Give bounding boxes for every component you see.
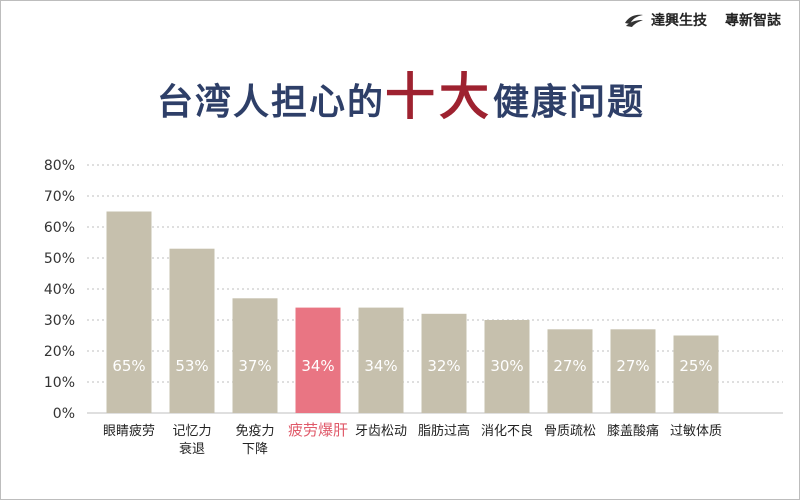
y-tick-label: 30% — [44, 313, 75, 329]
x-category-label: 衰退 — [179, 441, 205, 457]
bar-value-label: 30% — [490, 357, 523, 375]
y-tick-label: 0% — [53, 406, 75, 422]
y-tick-label: 80% — [44, 158, 75, 174]
bar-value-label: 34% — [364, 357, 397, 375]
x-category-label: 下降 — [242, 442, 268, 457]
bar — [421, 313, 467, 413]
bar-value-label: 25% — [679, 357, 712, 375]
bar — [547, 329, 593, 413]
chart-title-suffix: 健康问题 — [493, 82, 646, 123]
brand-magazine-name: 專新智誌 — [725, 13, 781, 29]
bar — [232, 298, 278, 413]
bar-value-label: 27% — [553, 357, 586, 375]
x-category-label: 记忆力 — [172, 423, 211, 439]
x-category-label: 眼睛疲劳 — [103, 423, 155, 439]
bar — [673, 335, 719, 413]
bar — [484, 320, 530, 413]
x-category-label: 骨质疏松 — [544, 424, 596, 439]
chart-title: 台湾人担心的十大健康问题 — [1, 57, 800, 129]
chart-title-prefix: 台湾人担心的 — [156, 82, 385, 123]
bar — [106, 211, 152, 413]
x-category-label: 消化不良 — [481, 423, 533, 439]
x-category-label: 疲劳爆肝 — [288, 421, 348, 439]
brand-header: 達興生技 專新智誌 — [623, 10, 781, 30]
x-category-label: 脂肪过高 — [418, 423, 470, 439]
y-tick-label: 10% — [44, 375, 75, 391]
x-category-label: 膝盖酸痛 — [607, 423, 659, 439]
bar-value-label: 27% — [616, 357, 649, 375]
bar — [358, 307, 404, 413]
bar — [610, 329, 656, 413]
y-tick-label: 60% — [44, 220, 75, 236]
x-category-label: 免疫力 — [235, 423, 274, 439]
bar-value-label: 37% — [238, 357, 271, 375]
y-tick-label: 20% — [44, 344, 75, 360]
chart-title-highlight: 十大 — [385, 68, 493, 126]
brand-company-name: 達興生技 — [651, 13, 707, 29]
y-tick-label: 40% — [44, 282, 75, 298]
y-tick-label: 50% — [44, 251, 75, 267]
bar-value-label: 53% — [175, 357, 208, 375]
swoosh-logo-icon — [625, 14, 643, 27]
bar — [295, 307, 341, 413]
bar-value-label: 34% — [301, 357, 334, 375]
bar-value-label: 32% — [427, 357, 460, 375]
x-category-label: 牙齿松动 — [355, 424, 407, 439]
bar-value-label: 65% — [112, 357, 145, 375]
y-tick-label: 70% — [44, 189, 75, 205]
bar — [169, 248, 215, 413]
x-category-label: 过敏体质 — [670, 424, 722, 439]
